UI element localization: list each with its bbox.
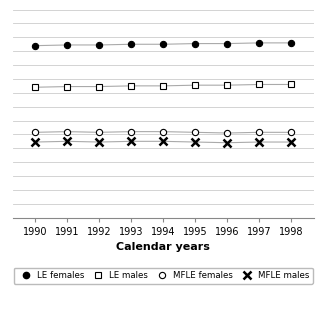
Legend: LE females, LE males, MFLE females, MFLE males: LE females, LE males, MFLE females, MFLE… xyxy=(14,268,313,284)
X-axis label: Calendar years: Calendar years xyxy=(116,242,210,252)
